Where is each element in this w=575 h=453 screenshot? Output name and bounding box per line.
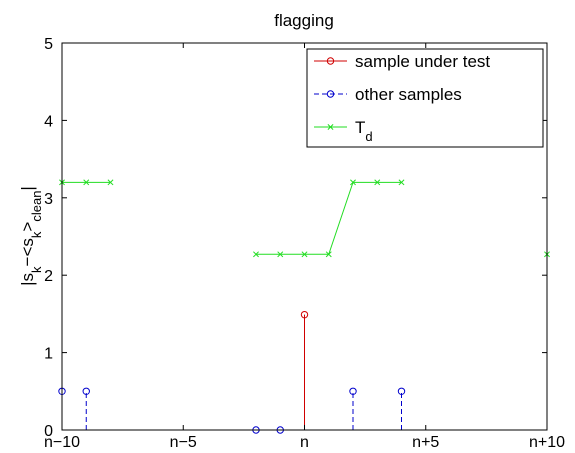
x-marker-stroke [398, 179, 405, 186]
y-tick-label: 4 [44, 113, 53, 130]
y-tick-label: 1 [44, 346, 53, 363]
legend-swatch-marker [327, 124, 334, 130]
x-tick-label: n−5 [170, 434, 197, 451]
axes: n−10 n−5 n n+5 n+10 0 1 2 3 4 5 [44, 36, 565, 451]
legend-entry-2: Td [314, 118, 373, 144]
y-axis-label: |sk−<sk>clean| [18, 186, 44, 286]
chart-title: flagging [274, 11, 334, 30]
stem-head-circle [349, 387, 357, 395]
y-axis-label-text: |sk−<sk>clean| [18, 186, 44, 286]
legend-label: sample under test [355, 52, 490, 71]
threshold-line-segment-1 [253, 179, 405, 258]
stem-head-circle [82, 387, 90, 395]
threshold-point-1 [83, 179, 90, 186]
x-tick-label: n [300, 434, 309, 451]
y-tick-label: 2 [44, 268, 53, 285]
x-tick-label: n+5 [412, 434, 439, 451]
threshold-point-2 [107, 179, 114, 186]
x-marker-stroke [350, 179, 356, 186]
legend-box [306, 48, 544, 148]
x-marker-stroke [277, 251, 284, 258]
stem-sample-under-test-0 [300, 310, 309, 430]
x-marker-stroke [301, 251, 308, 258]
threshold-point-2 [301, 251, 308, 258]
y-tick-label: 0 [44, 423, 53, 440]
x-marker-stroke [83, 179, 90, 186]
x-marker-stroke [327, 124, 334, 130]
stem-other-samples-4 [349, 387, 357, 430]
legend-label: other samples [355, 85, 462, 104]
threshold-point-3 [325, 251, 332, 258]
x-marker-stroke [253, 251, 259, 258]
threshold-point-5 [374, 179, 381, 186]
x-tick-label: n+10 [529, 434, 565, 451]
legend-swatch-marker [326, 57, 335, 65]
x-marker-stroke [107, 179, 114, 186]
y-tick-label: 5 [44, 36, 53, 53]
x-marker-stroke [325, 251, 332, 258]
threshold-point-6 [398, 179, 405, 186]
y-tick-label: 3 [44, 191, 53, 208]
legend-label: Td [355, 118, 373, 144]
plot-area [58, 179, 550, 434]
stem-head-circle [300, 310, 309, 319]
stem-other-samples-5 [397, 387, 406, 430]
stem-other-samples-1 [82, 387, 90, 430]
threshold-point-4 [350, 179, 356, 186]
legend: sample under test other samples Td [306, 48, 544, 148]
legend-entry-1: other samples [314, 85, 462, 104]
x-marker-stroke [374, 179, 381, 186]
threshold-point-0 [253, 251, 259, 258]
stem-head-circle [397, 387, 406, 395]
legend-entry-0: sample under test [314, 52, 490, 71]
threshold-point-1 [277, 251, 284, 258]
x-tick-label: n−10 [44, 434, 80, 451]
legend-swatch-marker [326, 90, 335, 98]
